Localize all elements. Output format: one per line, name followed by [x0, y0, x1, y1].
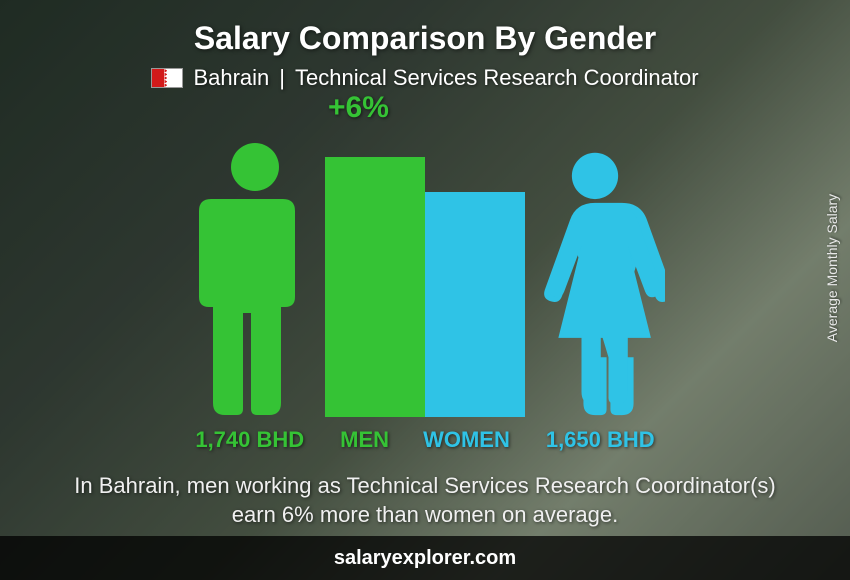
side-label-wrap: Average Monthly Salary: [822, 0, 842, 536]
footer-text: salaryexplorer.com: [334, 547, 516, 570]
man-icon: [185, 137, 325, 417]
subtitle-role: Technical Services Research Coordinator: [295, 65, 699, 91]
page-title: Salary Comparison By Gender: [40, 20, 810, 57]
side-axis-label: Average Monthly Salary: [824, 194, 840, 342]
delta-label: +6%: [328, 91, 389, 125]
salary-men: 1,740 BHD: [195, 427, 304, 453]
bar-men: [325, 157, 425, 417]
label-women: WOMEN: [423, 427, 510, 453]
subtitle-country: Bahrain: [193, 65, 269, 91]
content-root: Salary Comparison By Gender Bahrain | Te…: [0, 0, 850, 580]
woman-icon: [525, 147, 665, 417]
bar-women: [425, 192, 525, 417]
flag-red: [152, 69, 164, 87]
footer-bar: salaryexplorer.com: [0, 536, 850, 580]
chart-area: +6% 1: [40, 97, 810, 471]
flag-serration: [164, 69, 167, 87]
subtitle-separator: |: [279, 65, 285, 91]
flag-icon: [151, 68, 183, 88]
labels-row: 1,740 BHD MEN WOMEN 1,650 BHD: [40, 427, 810, 453]
label-men: MEN: [340, 427, 389, 453]
salary-women: 1,650 BHD: [546, 427, 655, 453]
caption-text: In Bahrain, men working as Technical Ser…: [65, 471, 785, 530]
subtitle-row: Bahrain | Technical Services Research Co…: [40, 65, 810, 91]
figures-row: [185, 137, 665, 417]
